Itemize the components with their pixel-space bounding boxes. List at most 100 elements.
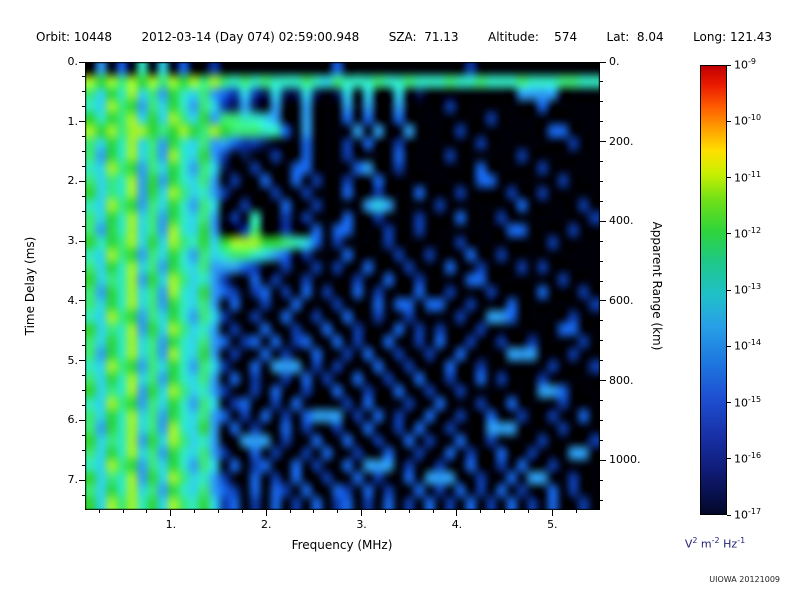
range-minor-tick [600, 200, 603, 202]
range-major-tick [600, 300, 606, 302]
x-major-tick [456, 510, 458, 516]
colorbar-tick-label: 10-10 [734, 113, 762, 128]
x-tick-label: 2. [260, 518, 272, 531]
y-minor-tick [82, 390, 85, 392]
range-minor-tick [600, 101, 603, 103]
range-minor-tick [600, 240, 603, 242]
range-minor-tick [600, 320, 603, 322]
range-minor-tick [600, 360, 603, 362]
y-minor-tick [82, 285, 85, 287]
y-minor-tick [82, 151, 85, 153]
y-major-tick [79, 121, 85, 123]
y-major-tick [79, 240, 85, 242]
y-tick-label: 3. [67, 234, 79, 248]
y-tick-label: 2. [67, 174, 79, 188]
range-major-tick [600, 220, 606, 222]
range-minor-tick [600, 439, 603, 441]
spectrogram-canvas [86, 63, 599, 509]
range-major-tick [600, 61, 606, 63]
y-major-tick [79, 61, 85, 63]
header-longitude: Long: 121.43 [693, 30, 772, 44]
y-minor-tick [82, 76, 85, 78]
y-minor-tick [82, 375, 85, 377]
x-minor-tick [384, 510, 386, 513]
range-tick-label: 0. [609, 55, 620, 68]
y-minor-tick [82, 195, 85, 197]
colorbar-tick [727, 289, 731, 291]
y-tick-label: 6. [67, 413, 79, 427]
y-minor-tick [82, 464, 85, 466]
range-major-tick [600, 141, 606, 143]
y-minor-tick [82, 91, 85, 93]
x-minor-tick [218, 510, 220, 513]
header-altitude: Altitude: 574 [487, 30, 578, 44]
y-major-tick [79, 300, 85, 302]
x-minor-tick [289, 510, 291, 513]
range-minor-tick [600, 280, 603, 282]
x-tick-label: 3. [356, 518, 367, 531]
x-major-tick [361, 510, 363, 516]
y-minor-tick [82, 494, 85, 496]
y-minor-tick [82, 210, 85, 212]
header-orbit: Orbit: 10448 [36, 30, 113, 44]
y-minor-tick [82, 449, 85, 451]
colorbar-tick-label: 10-12 [734, 225, 762, 241]
header-datetime: 2012-03-14 (Day 074) 02:59:00.948 [141, 30, 360, 44]
colorbar-tick [727, 345, 731, 347]
x-minor-tick [98, 510, 100, 513]
colorbar-tick [727, 458, 731, 460]
x-tick-label: 4. [451, 518, 463, 531]
x-axis-title: Frequency (MHz) [291, 538, 393, 552]
x-minor-tick [313, 510, 315, 513]
footer-credit: UIOWA 20121009 [709, 575, 780, 584]
x-major-tick [551, 510, 553, 516]
range-minor-tick [600, 479, 603, 481]
x-tick-label: 5. [547, 518, 558, 531]
range-minor-tick [600, 419, 603, 421]
y-minor-tick [82, 106, 85, 108]
colorbar-tick [727, 120, 731, 122]
y-tick-label: 5. [67, 353, 79, 367]
colorbar-tick [727, 64, 731, 66]
range-minor-tick [600, 399, 603, 401]
y-minor-tick [82, 330, 85, 332]
x-minor-tick [504, 510, 506, 513]
range-minor-tick [600, 340, 603, 342]
y-tick-label: 4. [67, 293, 79, 307]
range-minor-tick [600, 260, 603, 262]
y-minor-tick [82, 136, 85, 138]
colorbar-tick-label: 10-13 [734, 282, 762, 297]
x-minor-tick [527, 510, 529, 513]
y-minor-tick [82, 270, 85, 272]
x-minor-tick [480, 510, 482, 513]
range-major-tick [600, 459, 606, 461]
header: Orbit: 10448 2012-03-14 (Day 074) 02:59:… [36, 30, 772, 44]
y-minor-tick [82, 255, 85, 257]
x-minor-tick [241, 510, 243, 513]
y-minor-tick [82, 404, 85, 406]
range-minor-tick [600, 180, 603, 182]
colorbar-tick-label: 10-9 [734, 57, 756, 72]
colorbar-tick-label: 10-14 [734, 338, 762, 353]
x-minor-tick [432, 510, 434, 513]
range-major-tick [600, 380, 606, 382]
x-minor-tick [122, 510, 124, 513]
range-tick-label: 600. [609, 293, 634, 307]
range-tick-label: 200. [609, 134, 634, 148]
colorbar-tick [727, 233, 731, 235]
y-tick-label: 1. [67, 114, 79, 128]
range-minor-tick [600, 161, 603, 163]
range-minor-tick [600, 81, 603, 83]
y-minor-tick [82, 225, 85, 227]
colorbar-tick-label: 10-16 [734, 450, 762, 466]
range-tick-label: 800. [609, 373, 634, 387]
x-minor-tick [408, 510, 410, 513]
y-tick-label: 7. [67, 473, 79, 487]
x-minor-tick [575, 510, 577, 513]
y-minor-tick [82, 434, 85, 436]
y-minor-tick [82, 345, 85, 347]
range-minor-tick [600, 121, 603, 123]
y-axis-title-right: Apparent Range (km) [650, 221, 664, 351]
y-major-tick [79, 419, 85, 421]
